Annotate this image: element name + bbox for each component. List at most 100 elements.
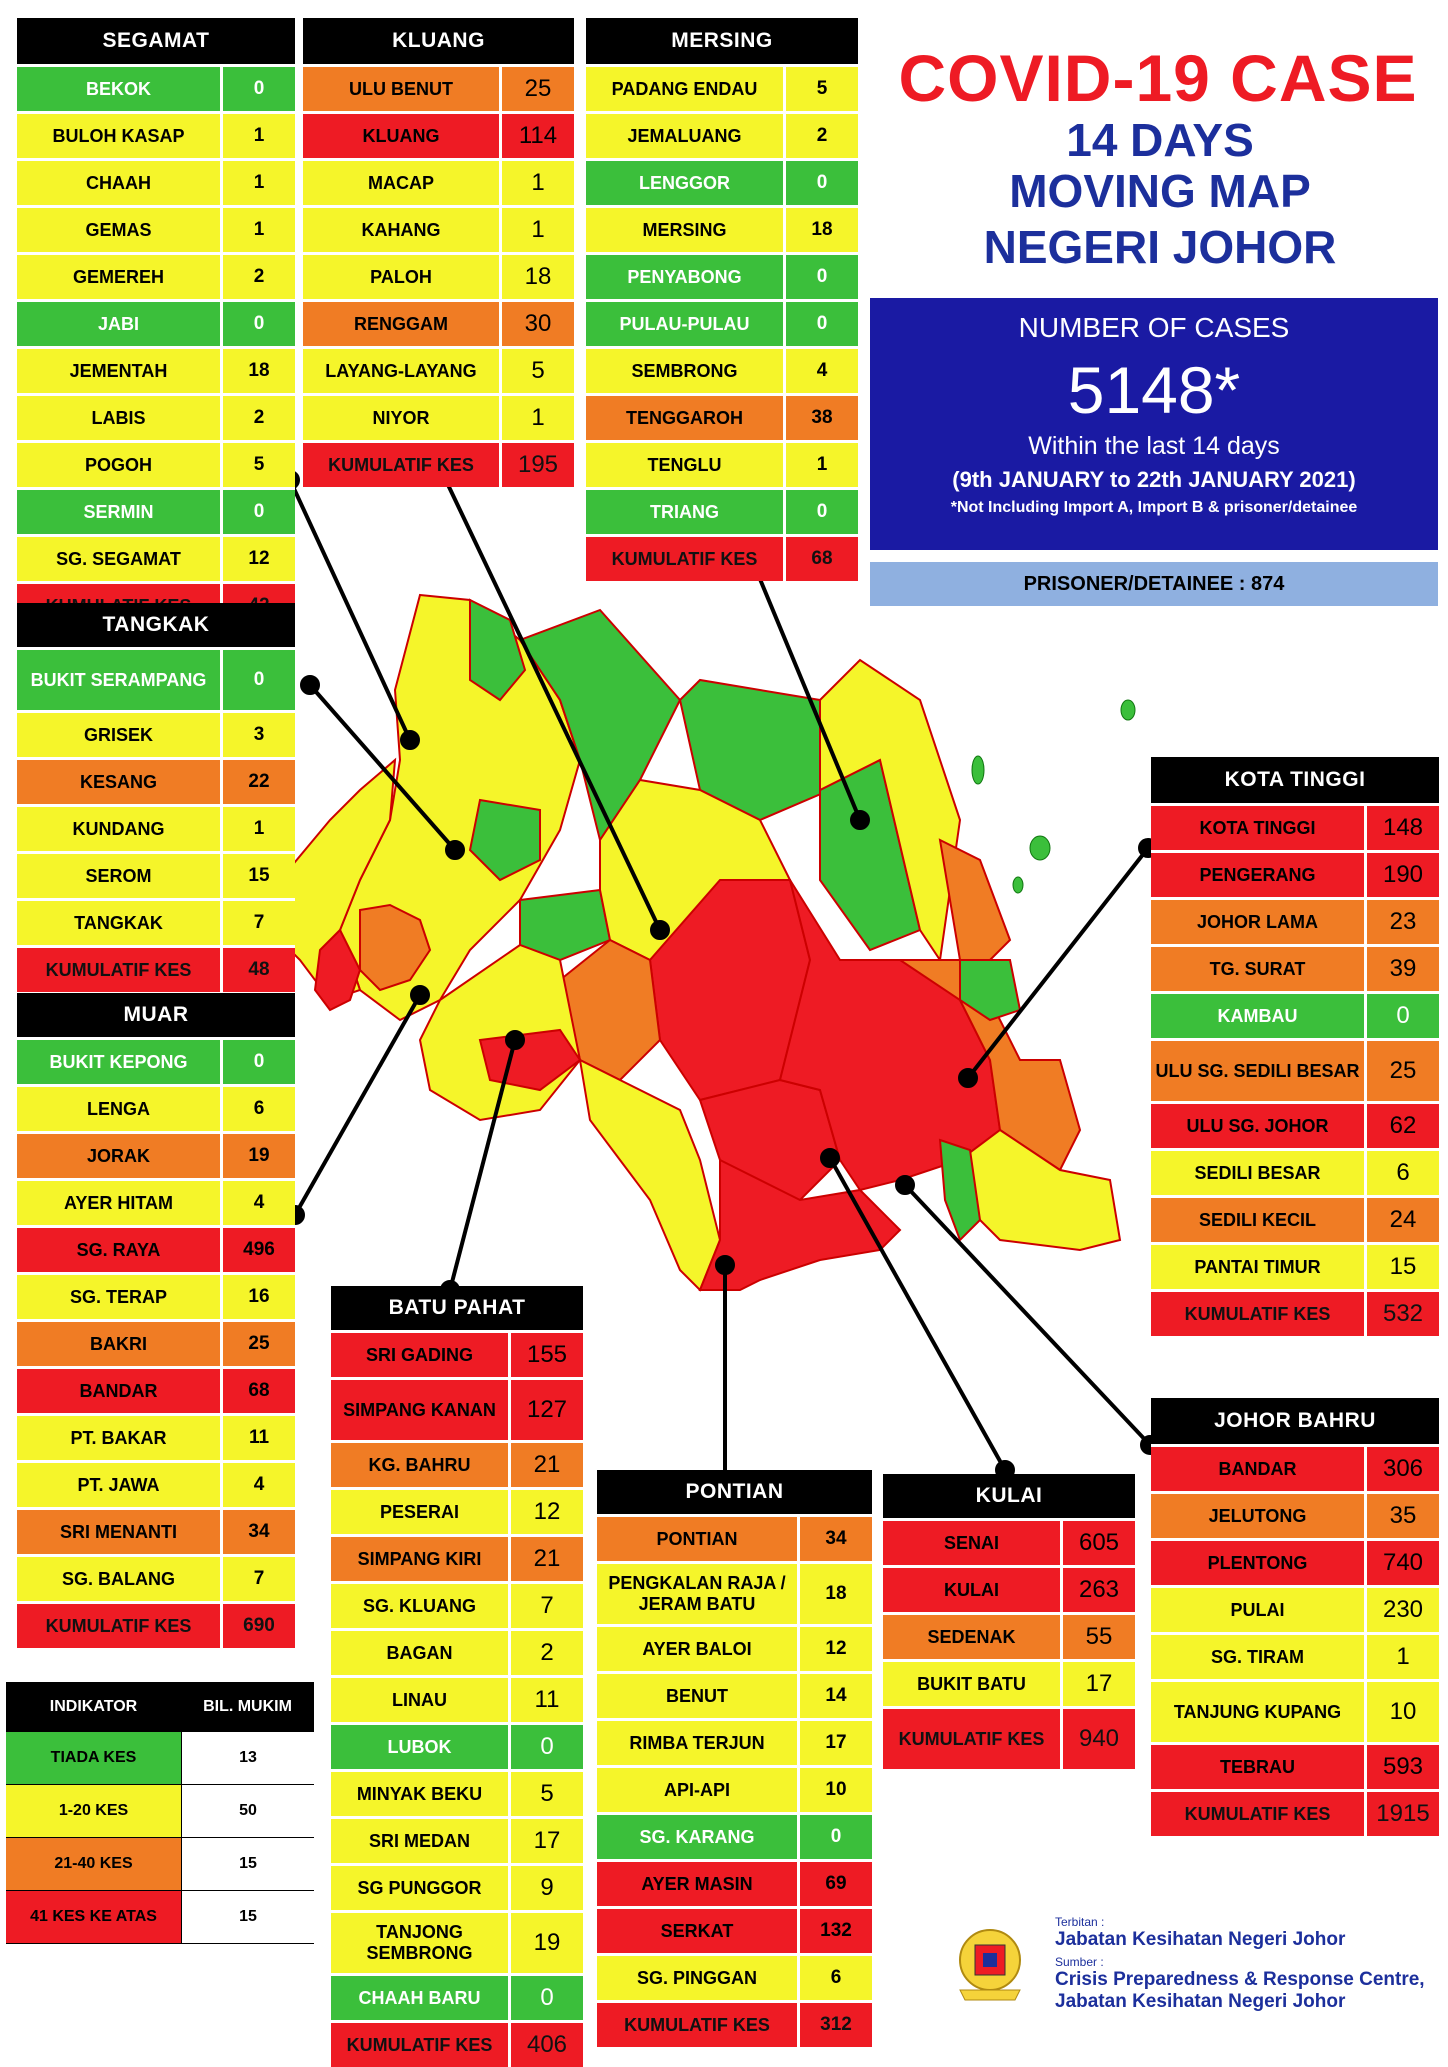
mukim-cases: 4 [220, 1463, 295, 1507]
mukim-name: SENAI [943, 1532, 999, 1553]
table-row: AYER HITAM 4 [17, 1178, 295, 1225]
mukim-cases: 17 [1060, 1662, 1135, 1706]
total-row: KUMULATIF KES 940 [883, 1706, 1135, 1769]
mukim-cases: 127 [508, 1380, 583, 1440]
map-region-muar-coast [313, 928, 362, 1012]
table-row: MERSING 18 [586, 205, 858, 252]
table-row: LINAU 11 [331, 1675, 583, 1722]
mukim-cases: 155 [508, 1333, 583, 1377]
cases-date-range: (9th JANUARY to 22th JANUARY 2021) [952, 467, 1356, 492]
mukim-cases: 306 [1364, 1447, 1439, 1491]
table-row: BANDAR 68 [17, 1366, 295, 1413]
mukim-cases: 940 [1060, 1709, 1135, 1769]
mukim-cases: 496 [220, 1228, 295, 1272]
cases-label: NUMBER OF CASES [1018, 312, 1290, 343]
credits-terbitan-label: Terbitan : [1055, 1915, 1105, 1929]
table-row: PT. BAKAR 11 [17, 1413, 295, 1460]
mukim-cases: 0 [783, 255, 858, 299]
legend-header-indikator: INDIKATOR [49, 1698, 138, 1715]
mukim-cases: 35 [1364, 1494, 1439, 1538]
mukim-cases: 18 [220, 349, 295, 393]
mukim-name: KLUANG [362, 125, 440, 146]
mukim-name: SG. PINGGAN [636, 1967, 757, 1988]
mukim-cases: 2 [220, 396, 295, 440]
legend-label: 41 KES KE ATAS [6, 1891, 181, 1943]
mukim-name: KUMULATIF KES [328, 454, 474, 475]
legend-count: 15 [181, 1838, 314, 1890]
mukim-name: KUMULATIF KES [45, 959, 192, 980]
mukim-name: PT. BAKAR [70, 1427, 167, 1448]
district-header: JOHOR BAHRU [1151, 1398, 1439, 1444]
cases-within: Within the last 14 days [1028, 432, 1280, 460]
mukim-cases: 18 [783, 208, 858, 252]
mukim-cases: 0 [783, 161, 858, 205]
table-row: BUKIT SERAMPANG 0 [17, 647, 295, 710]
table-row: JORAK 19 [17, 1131, 295, 1178]
table-row: BEKOK 0 [17, 64, 295, 111]
mukim-name: SG. TIRAM [1211, 1646, 1304, 1667]
mukim-cases: 0 [797, 1815, 872, 1859]
table-row: TRIANG 0 [586, 487, 858, 534]
legend: INDIKATOR BIL. MUKIM TIADA KES 13 1-20 K… [6, 1682, 314, 1944]
mukim-name: SG. BALANG [61, 1568, 175, 1589]
mukim-cases: 12 [220, 537, 295, 581]
mukim-cases: 0 [220, 302, 295, 346]
table-row: ULU BENUT 25 [303, 64, 574, 111]
mukim-cases: 69 [797, 1862, 872, 1906]
mukim-cases: 5 [783, 67, 858, 111]
map-region-chaah-baru [519, 888, 612, 962]
table-row: BULOH KASAP 1 [17, 111, 295, 158]
mukim-name: PT. JAWA [77, 1474, 160, 1495]
mukim-cases: 10 [797, 1768, 872, 1812]
table-row: PENGKALAN RAJA / JERAM BATU 18 [597, 1561, 872, 1624]
map-island-sibu [1012, 876, 1024, 894]
mukim-cases: 12 [797, 1627, 872, 1671]
table-row: BENUT 14 [597, 1671, 872, 1718]
mukim-name: PANTAI TIMUR [1194, 1256, 1321, 1277]
mukim-cases: 23 [1364, 900, 1439, 944]
table-row: PALOH 18 [303, 252, 574, 299]
table-row: PADANG ENDAU 5 [586, 64, 858, 111]
table-row: TENGGAROH 38 [586, 393, 858, 440]
total-row: KUMULATIF KES 68 [586, 534, 858, 581]
table-row: JEMENTAH 18 [17, 346, 295, 393]
map-region-sri-gading [478, 1028, 582, 1092]
mukim-cases: 68 [220, 1369, 295, 1413]
table-row: KOTA TINGGI 148 [1151, 803, 1439, 850]
table-row: PENYABONG 0 [586, 252, 858, 299]
mukim-cases: 34 [797, 1517, 872, 1561]
mukim-name: JEMENTAH [69, 360, 168, 381]
mukim-cases: 1 [783, 443, 858, 487]
table-row: PLENTONG 740 [1151, 1538, 1439, 1585]
mukim-name: BUKIT BATU [917, 1673, 1026, 1694]
mukim-name: NIYOR [372, 407, 430, 428]
table-row: RIMBA TERJUN 17 [597, 1718, 872, 1765]
table-row: TENGLU 1 [586, 440, 858, 487]
mukim-name: BEKOK [85, 78, 151, 99]
legend-label: 21-40 KES [6, 1838, 181, 1890]
mukim-cases: 532 [1364, 1292, 1439, 1336]
mukim-cases: 17 [797, 1721, 872, 1765]
mukim-cases: 22 [220, 760, 295, 804]
mukim-cases: 0 [508, 1976, 583, 2020]
mukim-name: ULU BENUT [349, 78, 453, 99]
mukim-cases: 230 [1364, 1588, 1439, 1632]
map-island-tioman [1120, 699, 1136, 721]
table-batu-pahat: BATU PAHAT SRI GADING 155 SIMPANG KANAN 127 K… [331, 1286, 583, 2067]
cases-total: 5148* [1067, 353, 1241, 427]
map-region-tenggaroh [938, 838, 1012, 961]
mukim-cases: 1 [499, 396, 574, 440]
mukim-name: CHAAH BARU [358, 1987, 481, 2008]
table-row: BAKRI 25 [17, 1319, 295, 1366]
mukim-name: MACAP [368, 172, 434, 193]
mukim-cases: 593 [1364, 1745, 1439, 1789]
mukim-cases: 55 [1060, 1615, 1135, 1659]
map-region-bukit-kepong [468, 798, 541, 882]
mukim-name: SG. RAYA [76, 1239, 161, 1260]
table-kota-tinggi: KOTA TINGGI KOTA TINGGI 148 PENGERANG 190 JOH… [1151, 757, 1439, 1336]
district-header: KULAI [883, 1474, 1135, 1518]
mukim-name: BANDAR [79, 1380, 158, 1401]
mukim-name: KUNDANG [72, 818, 165, 839]
table-row: PESERAI 12 [331, 1487, 583, 1534]
table-row: SIMPANG KANAN 127 [331, 1377, 583, 1440]
